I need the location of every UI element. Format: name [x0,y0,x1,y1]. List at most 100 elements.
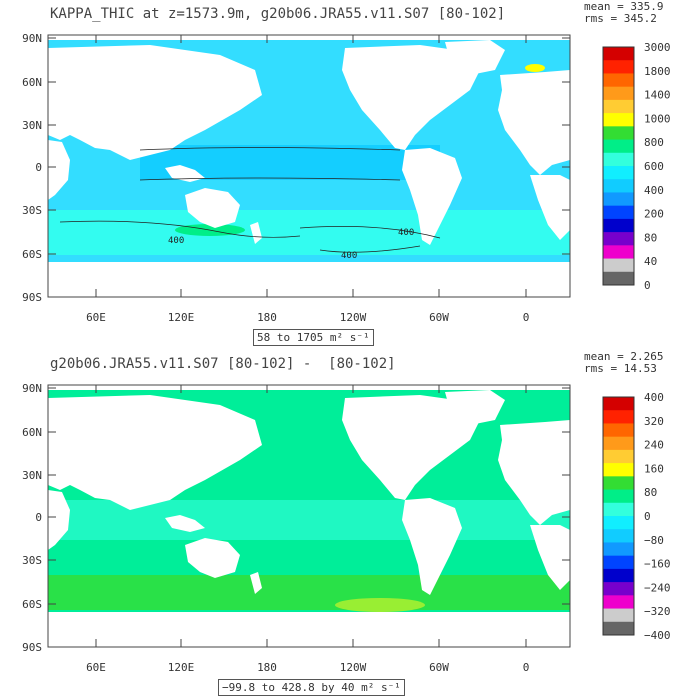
colorbar-label: −320 [644,605,671,618]
colorbar-swatch [603,582,634,596]
map-title: g20b06.JRA55.v11.S07 [80-102] - [80-102] [50,356,396,372]
lat-label: 60S [22,598,42,611]
colorbar-swatch [603,529,634,543]
rms-value: rms = 14.53 [584,362,657,375]
mean-value: mean = 2.265 [584,350,664,363]
lon-label: 60E [86,311,106,324]
colorbar-swatch [603,449,634,464]
colorbar-label: −240 [644,581,671,594]
colorbar-label: 320 [644,415,664,428]
southern-ocean-band [48,210,570,255]
contour-line [59,220,301,238]
colorbar-swatch [603,166,634,180]
colorbar-swatch [603,245,634,260]
colorbar-label: 80 [644,486,657,499]
colorbar-label: −80 [644,534,664,547]
colorbar-swatch [603,463,634,477]
colorbar-swatch [603,608,634,623]
colorbar-label: 160 [644,462,664,475]
lon-label: 0 [523,311,530,324]
land-mask [48,612,570,647]
land-mask [48,45,262,160]
map-frame [47,384,571,648]
land-mask [185,538,240,578]
colorbar-label: 200 [644,208,664,221]
colorbar-swatch [603,436,634,451]
map-title: KAPPA_THIC at z=1573.9m, g20b06.JRA55.v1… [50,6,506,22]
land-masks [48,40,570,297]
colorbar-swatch [603,47,634,61]
range-box: 58 to 1705 m² s⁻¹ [253,329,374,346]
colorbar-swatch [603,126,634,141]
colorbar-swatch [603,205,634,220]
colorbar-swatch [603,476,634,491]
colorbar-swatch [603,258,634,273]
lon-label: 120W [340,311,367,324]
colorbar-label: 400 [644,184,664,197]
colorbar-swatch [603,595,634,610]
land-mask [445,40,505,75]
rms-value: rms = 345.2 [584,12,657,25]
lat-label: 30N [22,119,42,132]
colorbar-swatch [603,99,634,114]
contour-line [139,177,401,181]
lon-ticks: 60E 120E 180 120W 60W 0 [86,35,529,324]
colorbar-label: 1000 [644,112,671,125]
land-mask [48,490,70,550]
colorbar-swatch [603,232,634,246]
lat-label: 30S [22,204,42,217]
land-mask [402,148,462,245]
range-box: −99.8 to 428.8 by 40 m² s⁻¹ [218,679,405,696]
map-stats: mean = 335.9 rms = 345.2 [584,1,663,25]
contour-lines: 400 400 400 [59,147,441,261]
colorbar-label: 1800 [644,65,671,78]
land-mask [498,420,570,525]
lat-label: 0 [35,161,42,174]
lat-label: 90S [22,641,42,654]
colorbar-swatch [603,489,634,504]
colorbar-swatch [603,139,634,154]
contour-label: 400 [168,236,184,246]
diff-band-southern [48,575,570,610]
colorbar-label: −400 [644,629,671,642]
land-mask [530,175,570,240]
lon-label: 180 [257,661,277,674]
land-mask [185,188,240,228]
colorbar-swatch [603,397,634,411]
contour-label: 400 [341,251,357,261]
lat-label: 90N [22,382,42,395]
colorbar-swatch [603,410,634,424]
lat-label: 90S [22,291,42,304]
colorbar-swatch [603,73,634,88]
colorbar-label: 80 [644,231,657,244]
map-frame [47,34,571,298]
lat-label: 60N [22,426,42,439]
land-mask [530,525,570,590]
land-mask [342,45,480,150]
colorbar-label: 1400 [644,89,671,102]
lon-label: 120E [168,661,195,674]
lon-label: 0 [523,661,530,674]
land-mask [48,395,262,510]
colorbar-label: 3000 [644,41,671,54]
lon-label: 120E [168,311,195,324]
lon-label: 60E [86,661,106,674]
land-mask [342,395,480,500]
colorbar-swatch [603,218,634,233]
contour-label: 400 [398,228,414,238]
lon-label: 120W [340,661,367,674]
land-mask [402,498,462,595]
land-mask [445,390,505,425]
lat-ticks: 90N 60N 30N 0 30S 60S 90S [22,32,570,304]
land-mask [48,140,70,200]
nordic-hotspot [525,64,545,72]
colorbar-swatch [603,621,634,636]
colorbar: 400 320 240 160 80 0 −80 −160 −240 −320 −400 [602,391,671,642]
colorbar-swatch [603,542,634,557]
colorbar-swatch [603,179,634,193]
colorbar-swatch [603,502,634,517]
colorbar-frame [602,46,635,286]
colorbar-label: 400 [644,391,664,404]
